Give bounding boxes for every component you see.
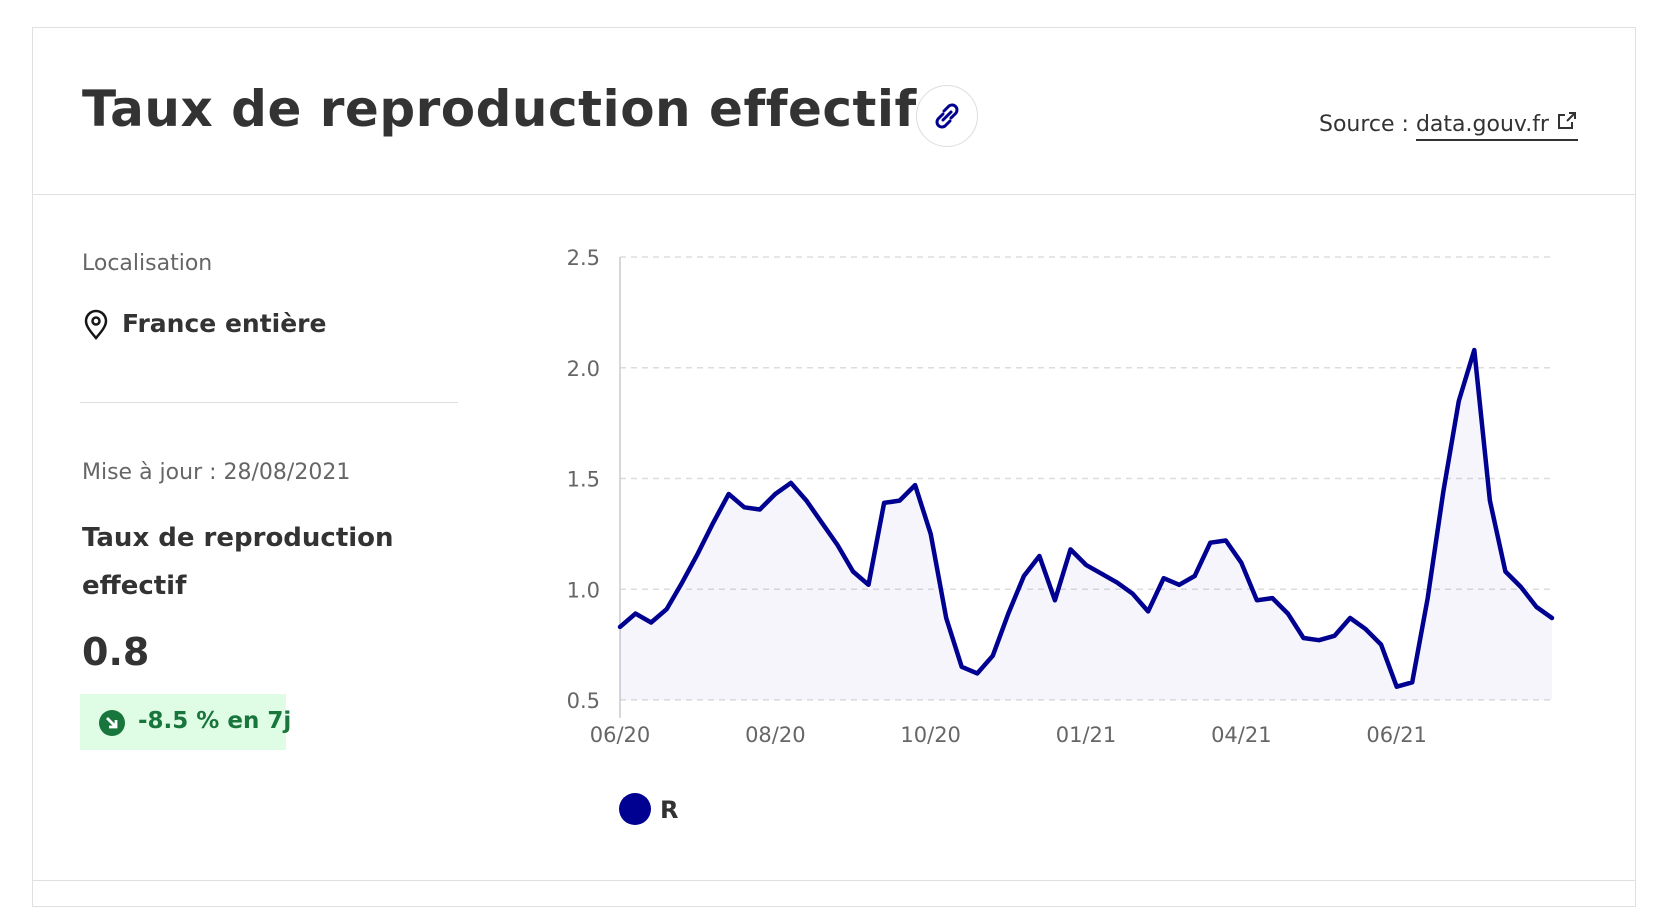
x-tick-label: 06/21: [1366, 723, 1427, 747]
legend-marker: [619, 793, 651, 825]
y-tick-label: 1.5: [567, 468, 600, 492]
update-date: Mise à jour : 28/08/2021: [82, 460, 351, 485]
y-tick-label: 0.5: [567, 689, 600, 713]
y-tick-label: 2.5: [567, 246, 600, 270]
x-tick-label: 06/20: [590, 723, 651, 747]
x-tick-label: 01/21: [1056, 723, 1117, 747]
area: [620, 350, 1552, 700]
trend-icon: [99, 710, 125, 736]
source: Source : data.gouv.fr: [1319, 111, 1578, 141]
divider: [32, 194, 1636, 195]
location: France entière: [122, 309, 327, 338]
separator: [80, 402, 458, 403]
x-tick-label: 04/21: [1211, 723, 1272, 747]
pin-icon: [84, 309, 108, 340]
x-tick-label: 08/20: [745, 723, 806, 747]
source-label: Source :: [1319, 112, 1409, 137]
change-text: -8.5 % en 7j: [138, 708, 292, 734]
link-icon: [935, 103, 959, 129]
y-tick-label: 2.0: [567, 357, 600, 381]
location-label: Localisation: [82, 251, 213, 276]
line: [617, 347, 1555, 689]
x-tick-label: 10/20: [900, 723, 961, 747]
title: Taux de reproduction effectif: [82, 80, 917, 138]
legend-label: R: [660, 796, 678, 824]
metric-name: Taux de reproduction effectif: [82, 523, 394, 601]
source-link-text: data.gouv.fr: [1415, 112, 1549, 137]
divider: [32, 880, 1636, 881]
source-link[interactable]: data.gouv.fr: [1415, 112, 1578, 141]
external-icon: [1557, 112, 1576, 129]
metric-value: 0.8: [82, 630, 150, 674]
y-tick-label: 1.0: [567, 578, 600, 602]
copy-link-button[interactable]: [916, 85, 978, 147]
